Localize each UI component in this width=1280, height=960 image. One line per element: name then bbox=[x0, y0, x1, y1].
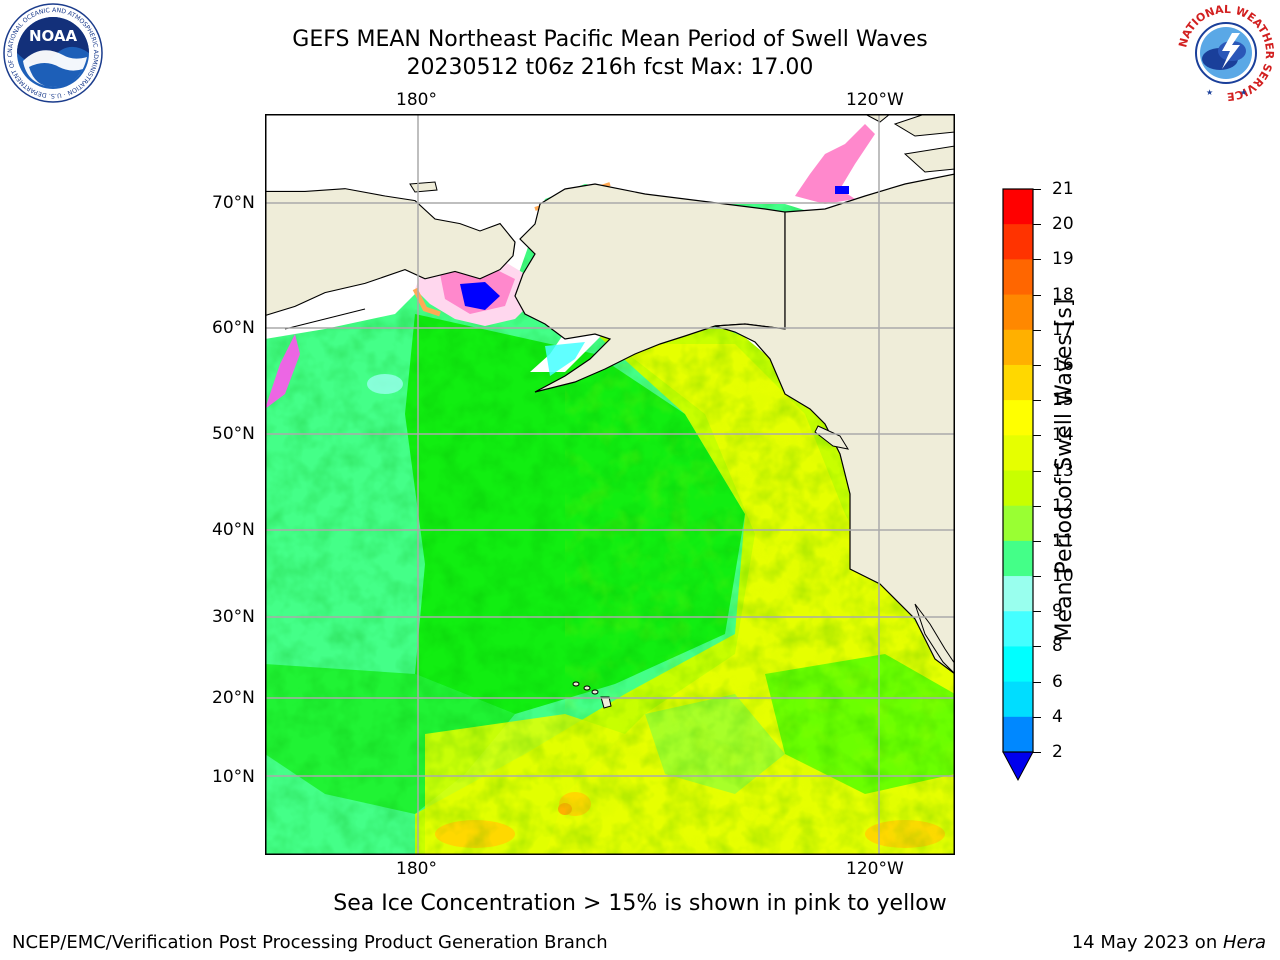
lon-label-top-120w: 120°W bbox=[846, 90, 904, 110]
colorbar-segment bbox=[1003, 576, 1033, 612]
colorbar-tick-label: 8 bbox=[1052, 636, 1063, 657]
colorbar-segment bbox=[1003, 470, 1033, 507]
lat-label-70n: 70°N bbox=[212, 193, 255, 213]
colorbar-tick-mark bbox=[1033, 400, 1041, 402]
colorbar-tick-label: 20 bbox=[1052, 214, 1074, 235]
lat-label-30n: 30°N bbox=[212, 607, 255, 627]
colorbar-tick-label: 6 bbox=[1052, 671, 1063, 692]
colorbar-tick-label: 19 bbox=[1052, 249, 1074, 270]
lat-label-10n: 10°N bbox=[212, 767, 255, 787]
colorbar-segment bbox=[1003, 611, 1033, 647]
colorbar-tick-mark bbox=[1033, 752, 1041, 753]
colorbar-segment bbox=[1003, 540, 1033, 577]
colorbar-segment bbox=[1003, 681, 1033, 718]
colorbar-tick-mark bbox=[1033, 329, 1041, 331]
colorbar-segment bbox=[1003, 259, 1033, 296]
colorbar-tick-label: 10 bbox=[1052, 566, 1074, 587]
colorbar-segment bbox=[1003, 435, 1033, 471]
lat-label-50n: 50°N bbox=[212, 424, 255, 444]
colorbar-tick-label: 14 bbox=[1052, 425, 1074, 446]
noaa-logo: NATIONAL OCEANIC AND ATMOSPHERIC ADMINIS… bbox=[3, 3, 103, 103]
footer-date-text: 14 May 2023 on bbox=[1071, 932, 1223, 953]
lat-label-20n: 20°N bbox=[212, 688, 255, 708]
colorbar-tick-mark bbox=[1033, 189, 1041, 190]
lat-label-40n: 40°N bbox=[212, 520, 255, 540]
colorbar-segment bbox=[1003, 646, 1033, 683]
colorbar-tick-label: 21 bbox=[1052, 179, 1074, 199]
colorbar-segment bbox=[1003, 329, 1033, 366]
colorbar-tick-label: 18 bbox=[1052, 284, 1074, 305]
colorbar-tick-mark bbox=[1033, 681, 1041, 683]
colorbar-tick-label: 11 bbox=[1052, 530, 1074, 551]
colorbar-tick-mark bbox=[1033, 576, 1041, 578]
footer-date: 14 May 2023 on Hera bbox=[1072, 932, 1266, 954]
colorbar-segment bbox=[1003, 294, 1033, 331]
colorbar-segment bbox=[1003, 364, 1033, 401]
colorbar-tick-label: 17 bbox=[1052, 319, 1074, 340]
chart-title: GEFS MEAN Northeast Pacific Mean Period … bbox=[292, 27, 928, 52]
colorbar-tick-label: 2 bbox=[1052, 742, 1063, 762]
lat-label-60n: 60°N bbox=[212, 318, 255, 338]
colorbar-tick-label: 4 bbox=[1052, 706, 1063, 727]
colorbar-segment bbox=[1003, 189, 1033, 225]
colorbar-tick-label: 9 bbox=[1052, 601, 1063, 622]
colorbar-tick-mark bbox=[1033, 259, 1041, 261]
lon-label-bottom-180: 180° bbox=[396, 859, 437, 879]
lon-label-bottom-120w: 120°W bbox=[846, 859, 904, 879]
footer-machine: Hera bbox=[1222, 932, 1266, 953]
svg-text:NOAA: NOAA bbox=[29, 27, 78, 45]
colorbar-segment bbox=[1003, 400, 1033, 436]
colorbar-tick-mark bbox=[1033, 646, 1041, 648]
sea-ice-note: Sea Ice Concentration > 15% is shown in … bbox=[333, 891, 947, 916]
colorbar-tick-mark bbox=[1033, 540, 1041, 542]
colorbar-label: Mean Period of Swell Waves [s] bbox=[1052, 298, 1077, 642]
colorbar bbox=[1002, 188, 1034, 782]
colorbar-tick-mark bbox=[1033, 505, 1041, 507]
colorbar-tick-mark bbox=[1033, 364, 1041, 366]
chart-subtitle: 20230512 t06z 216h fcst Max: 17.00 bbox=[406, 55, 814, 80]
colorbar-tick-label: 16 bbox=[1052, 354, 1074, 375]
colorbar-tick-mark bbox=[1033, 716, 1041, 718]
colorbar-segment bbox=[1003, 224, 1033, 260]
colorbar-segment bbox=[1003, 505, 1033, 542]
footer-credit: NCEP/EMC/Verification Post Processing Pr… bbox=[12, 932, 608, 953]
colorbar-tick-mark bbox=[1033, 294, 1041, 296]
colorbar-extend-arrow bbox=[1002, 751, 1034, 782]
map bbox=[265, 114, 955, 855]
colorbar-segment bbox=[1003, 716, 1033, 753]
colorbar-tick-mark bbox=[1033, 470, 1041, 472]
lon-label-top-180: 180° bbox=[396, 90, 437, 110]
colorbar-tick-mark bbox=[1033, 611, 1041, 613]
svg-text:★: ★ bbox=[1240, 88, 1247, 97]
colorbar-tick-label: 13 bbox=[1052, 460, 1074, 481]
colorbar-tick-label: 15 bbox=[1052, 390, 1074, 411]
svg-text:★: ★ bbox=[1206, 88, 1213, 97]
nws-logo: NATIONAL WEATHER SERVICE ★ ★ bbox=[1176, 3, 1276, 103]
colorbar-tick-label: 12 bbox=[1052, 495, 1074, 516]
colorbar-tick-mark bbox=[1033, 224, 1041, 226]
colorbar-tick-mark bbox=[1033, 435, 1041, 437]
map-frame bbox=[265, 114, 955, 855]
